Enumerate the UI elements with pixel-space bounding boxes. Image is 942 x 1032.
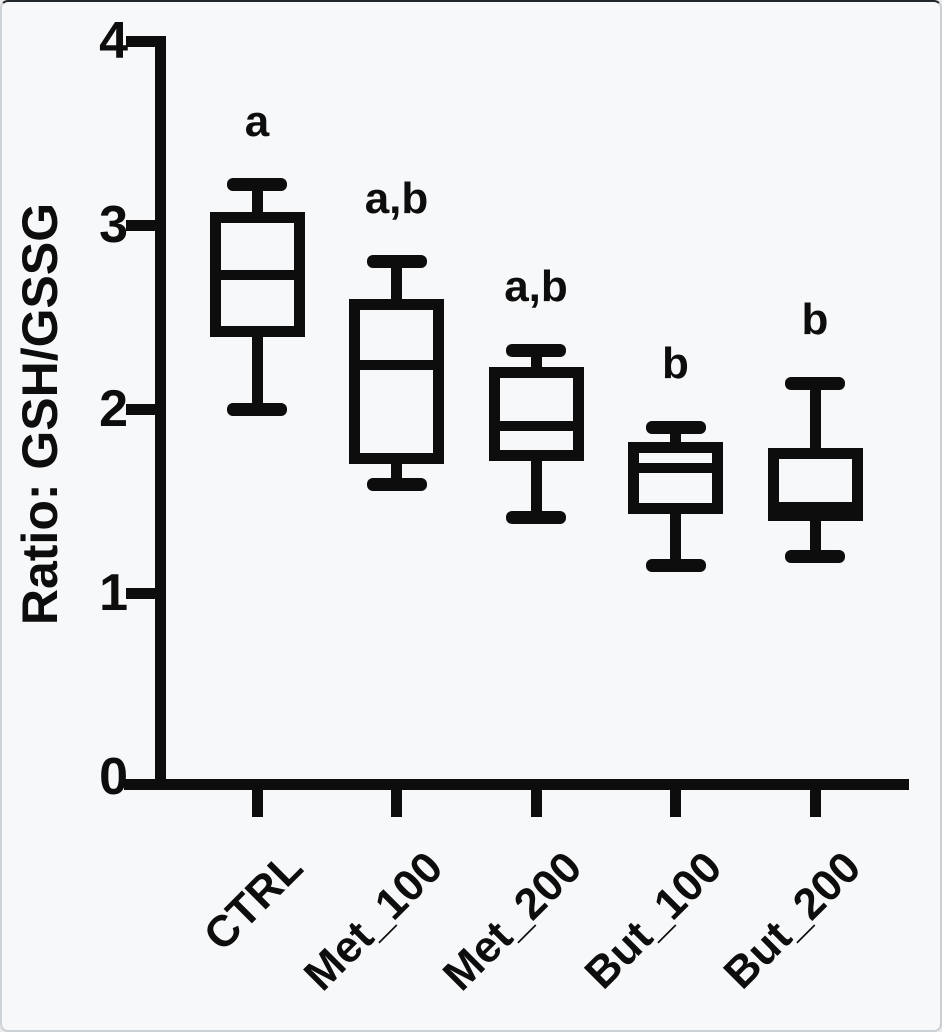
whisker-cap-max-Met_100 [366, 255, 427, 269]
y-axis-line [155, 35, 166, 790]
significance-label-CTRL: a [244, 96, 270, 146]
whisker-cap-min-Met_200 [506, 511, 566, 525]
whisker-cap-min-CTRL [227, 402, 287, 416]
x-tick-But_100 [670, 790, 681, 817]
median-line-Met_100 [349, 359, 444, 370]
y-tick-4 [126, 35, 155, 47]
whisker-cap-max-But_100 [645, 420, 706, 434]
x-axis-line [124, 779, 909, 790]
y-tick-label-4: 4 [99, 12, 128, 70]
whisker-cap-min-But_200 [785, 549, 845, 563]
significance-label-Met_200: a,b [504, 262, 568, 312]
whisker-cap-max-CTRL [227, 178, 287, 192]
median-line-But_100 [628, 462, 723, 473]
x-tick-CTRL [251, 790, 263, 817]
significance-label-But_100: b [662, 339, 689, 389]
significance-label-Met_100: a,b [364, 173, 429, 223]
y-tick-label-0: 0 [99, 748, 128, 806]
iqr-box-Met_100 [349, 298, 444, 465]
whisker-cap-max-But_200 [785, 376, 845, 390]
x-tick-Met_100 [391, 790, 402, 817]
whisker-cap-min-Met_100 [366, 477, 427, 491]
x-tick-Met_200 [530, 790, 542, 817]
y-tick-3 [126, 219, 155, 231]
median-line-But_200 [767, 501, 863, 512]
y-tick-label-3: 3 [99, 196, 128, 254]
y-tick-2 [126, 403, 155, 415]
y-tick-1 [126, 587, 155, 599]
whisker-cap-min-But_100 [645, 558, 706, 572]
iqr-box-Met_200 [488, 366, 584, 461]
median-line-CTRL [209, 269, 305, 280]
x-tick-But_200 [809, 790, 821, 817]
y-tick-label-1: 1 [99, 564, 128, 622]
iqr-box-But_100 [628, 442, 723, 514]
median-line-Met_200 [488, 420, 584, 431]
y-tick-label-2: 2 [99, 380, 128, 438]
whisker-cap-max-Met_200 [506, 343, 566, 357]
significance-label-But_200: b [801, 295, 829, 345]
